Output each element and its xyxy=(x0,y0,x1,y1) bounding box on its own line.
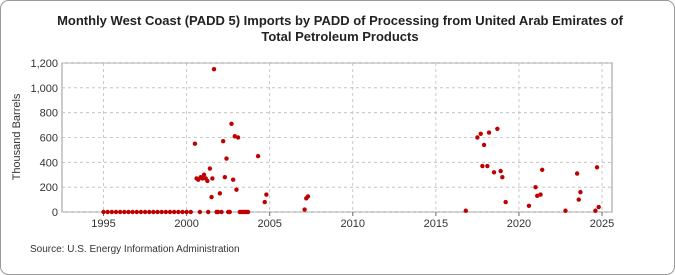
x-tick-label: 2005 xyxy=(257,218,281,230)
point xyxy=(491,170,497,175)
chart-title: Monthly West Coast (PADD 5) Imports by P… xyxy=(57,13,623,28)
point xyxy=(220,139,226,144)
point xyxy=(205,178,210,184)
x-tick-label: 2000 xyxy=(174,218,198,230)
point xyxy=(117,209,123,215)
chart-title: Total Petroleum Products xyxy=(261,29,418,44)
y-tick-label: 1,000 xyxy=(30,83,58,95)
y-tick-label: 800 xyxy=(40,108,58,120)
point xyxy=(171,209,177,215)
point xyxy=(219,209,224,215)
point xyxy=(500,175,505,180)
point xyxy=(211,67,217,72)
point xyxy=(201,172,207,177)
point xyxy=(151,209,156,215)
point xyxy=(498,168,503,174)
point xyxy=(163,209,169,215)
point xyxy=(109,209,115,215)
point xyxy=(540,167,545,172)
point xyxy=(217,191,223,196)
point xyxy=(503,199,508,205)
point xyxy=(235,135,241,140)
point xyxy=(230,177,236,182)
point xyxy=(302,207,307,212)
x-tick-label: 2025 xyxy=(590,218,614,230)
point xyxy=(222,175,228,180)
point xyxy=(255,153,261,159)
point xyxy=(210,176,215,181)
point xyxy=(596,204,601,210)
plot-area xyxy=(61,62,613,213)
point xyxy=(147,209,152,215)
point xyxy=(138,209,144,215)
point xyxy=(264,192,269,197)
point xyxy=(200,176,205,181)
point xyxy=(101,209,106,215)
point xyxy=(535,193,540,199)
point xyxy=(478,131,483,136)
point xyxy=(485,163,490,169)
y-tick-label: 1,200 xyxy=(30,58,58,70)
point xyxy=(480,163,485,169)
point xyxy=(486,130,492,135)
point xyxy=(232,134,238,139)
source-note: Source: U.S. Energy Information Administ… xyxy=(30,244,240,255)
point xyxy=(563,208,568,213)
x-tick-label: 2010 xyxy=(341,218,365,230)
point xyxy=(113,209,119,215)
point xyxy=(578,189,583,195)
x-tick-label: 1995 xyxy=(91,218,115,230)
point xyxy=(155,209,160,215)
y-axis-label: Thousand Barrels xyxy=(11,93,23,180)
point xyxy=(574,171,580,176)
y-tick-label: 200 xyxy=(40,182,58,194)
point xyxy=(176,209,181,215)
point xyxy=(167,209,173,215)
point xyxy=(526,203,532,208)
point xyxy=(207,166,213,171)
point xyxy=(538,192,543,197)
point xyxy=(180,209,185,215)
point xyxy=(184,209,189,215)
point xyxy=(192,141,198,146)
point xyxy=(188,209,193,215)
point xyxy=(206,209,211,215)
point xyxy=(197,209,203,215)
point xyxy=(142,209,148,215)
point xyxy=(134,209,139,215)
point xyxy=(209,194,214,200)
point xyxy=(593,208,598,213)
point xyxy=(594,165,600,170)
point xyxy=(227,209,233,215)
point xyxy=(122,209,127,215)
point xyxy=(305,194,311,199)
point xyxy=(533,184,538,190)
point xyxy=(481,142,487,148)
point xyxy=(130,209,135,215)
point xyxy=(475,135,480,140)
point xyxy=(215,209,221,215)
y-tick-label: 400 xyxy=(40,157,58,169)
y-tick-label: 600 xyxy=(40,133,58,145)
point xyxy=(229,121,234,127)
x-tick-label: 2020 xyxy=(507,218,531,230)
point xyxy=(126,209,131,215)
point xyxy=(245,209,251,215)
point xyxy=(495,126,500,132)
point xyxy=(159,209,164,215)
point xyxy=(224,156,229,161)
point xyxy=(463,208,468,213)
point xyxy=(234,187,239,192)
point xyxy=(576,197,581,202)
x-tick-label: 2015 xyxy=(424,218,448,230)
point xyxy=(105,209,110,215)
point xyxy=(262,199,267,205)
y-tick-label: 0 xyxy=(52,207,58,219)
